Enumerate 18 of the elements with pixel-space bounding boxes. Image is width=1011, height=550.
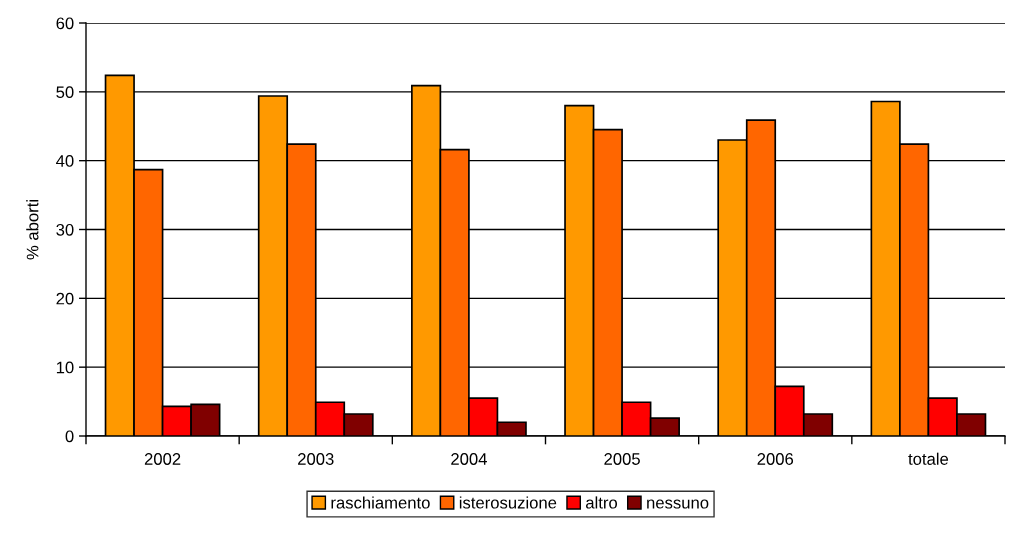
legend-label: raschiamento [331,496,430,509]
y-axis-title: % aborti [26,200,39,260]
x-tick-label: totale [908,452,949,465]
y-tick-label: 20 [56,292,74,305]
y-tick-label: 0 [65,430,74,443]
legend-label: nessuno [647,499,709,509]
y-tick-label: 10 [56,361,74,374]
legend-label: altro [586,496,618,509]
x-tick-label: 2006 [757,453,794,465]
y-tick-label: 50 [56,86,74,99]
y-tick-label: 60 [56,17,74,30]
legend-label: isterosuzione [459,496,557,509]
x-tick-label: 2004 [451,453,487,465]
x-tick-label: 2005 [604,453,640,465]
x-tick-label: 2003 [298,453,334,465]
y-tick-label: 30 [56,223,74,236]
y-tick-label: 40 [56,155,74,167]
x-tick-label: 2002 [144,453,181,465]
